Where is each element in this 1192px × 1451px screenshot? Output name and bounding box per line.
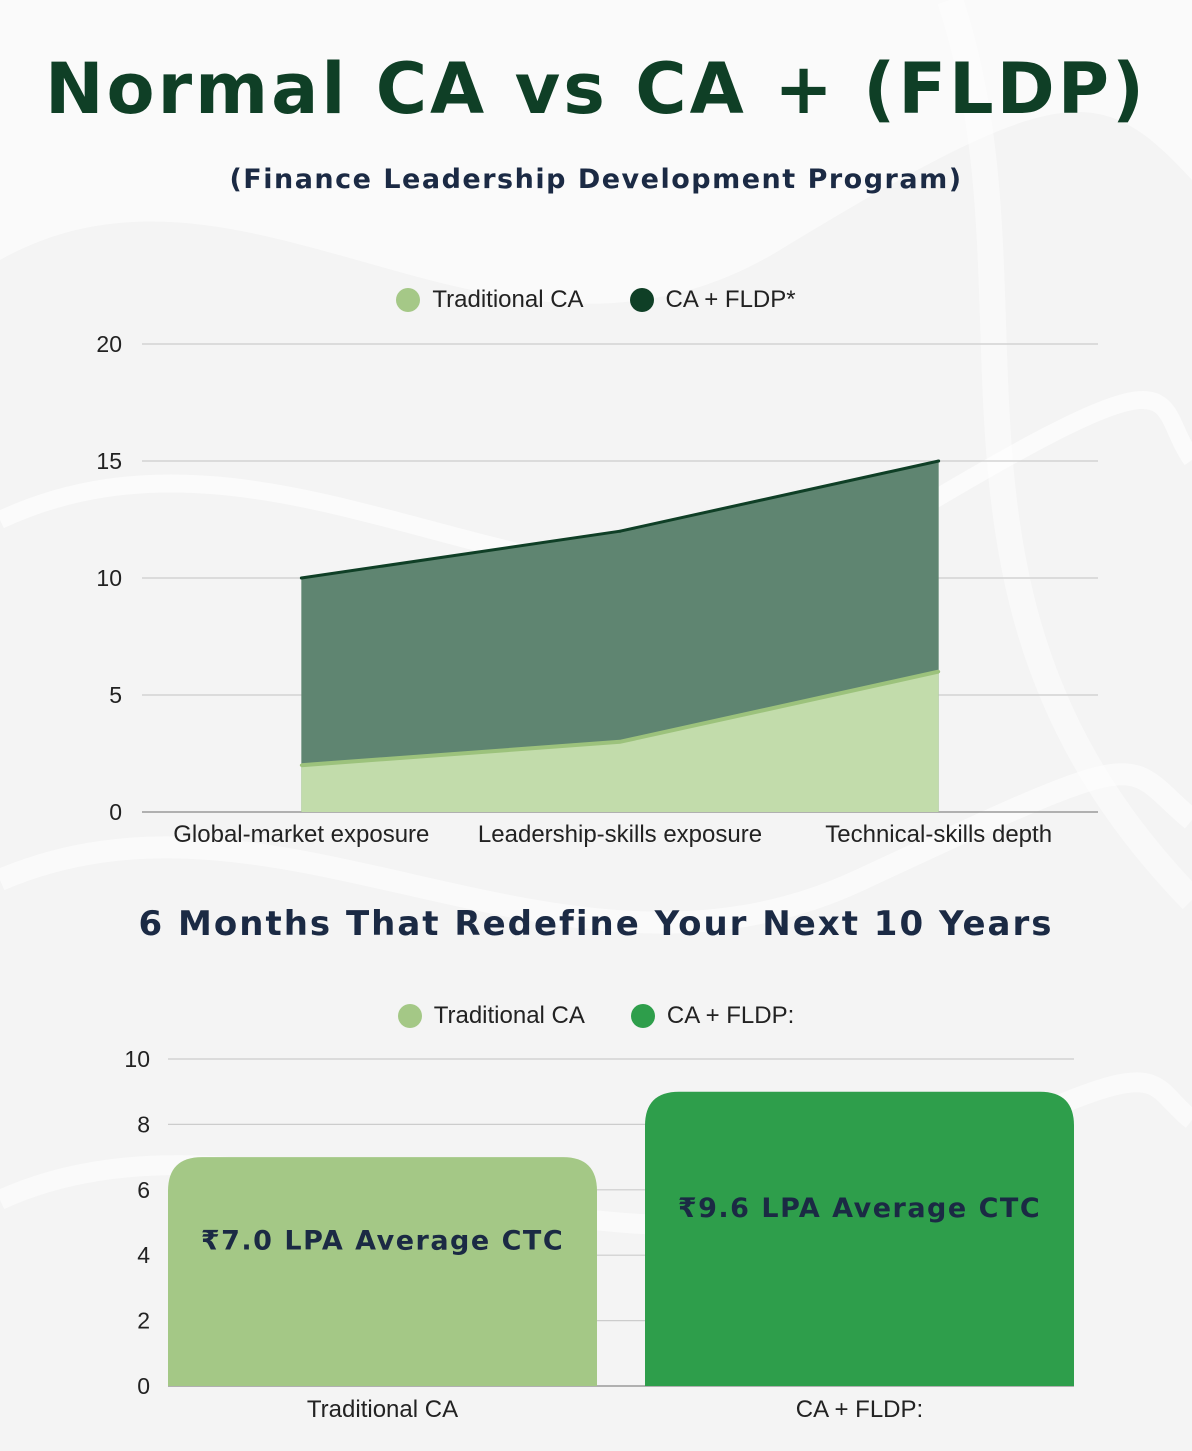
bar-0 xyxy=(168,1157,597,1386)
bar-1 xyxy=(645,1091,1074,1386)
legend-item-fldp-2: CA + FLDP: xyxy=(630,1002,795,1030)
legend-swatch-traditional xyxy=(396,288,421,312)
bar-y-tick-label-8: 8 xyxy=(137,1111,150,1137)
bar-chart-legend: Traditional CA CA + FLDP: xyxy=(0,1002,1192,1030)
area-chart-legend: Traditional CA CA + FLDP* xyxy=(0,286,1192,314)
y-tick-label-0: 0 xyxy=(109,799,122,825)
y-tick-label-20: 20 xyxy=(96,331,122,357)
bar-category-label-1: CA + FLDP: xyxy=(796,1396,923,1423)
legend-item-traditional-2: Traditional CA xyxy=(397,1002,585,1030)
point-traditional-0 xyxy=(299,763,303,767)
bar-data-label-0: ₹7.0 LPA Average CTC xyxy=(201,1226,564,1257)
legend-label-fldp: CA + FLDP* xyxy=(665,286,796,313)
point-traditional-1 xyxy=(618,740,622,744)
bar-y-tick-label-4: 4 xyxy=(137,1242,150,1268)
legend-item-fldp: CA + FLDP* xyxy=(629,286,796,314)
legend-item-traditional: Traditional CA xyxy=(396,286,584,314)
page-subtitle: (Finance Leadership Development Program) xyxy=(229,164,963,195)
bar-y-tick-label-0: 0 xyxy=(137,1373,150,1399)
point-traditional-2 xyxy=(937,670,941,674)
bar-y-tick-label-6: 6 xyxy=(137,1177,150,1203)
bar-category-label-0: Traditional CA xyxy=(307,1396,458,1423)
y-tick-label-15: 15 xyxy=(96,448,122,474)
x-category-label-0: Global-market exposure xyxy=(173,821,429,848)
point-fldp-2 xyxy=(937,459,941,463)
y-tick-label-10: 10 xyxy=(96,565,122,591)
x-category-label-1: Leadership-skills exposure xyxy=(478,821,762,848)
page-title: Normal CA vs CA + (FLDP) xyxy=(44,48,1148,130)
y-tick-label-5: 5 xyxy=(109,682,122,708)
point-fldp-1 xyxy=(618,529,622,533)
legend-label-traditional-2: Traditional CA xyxy=(433,1002,585,1029)
bar-data-label-1: ₹9.6 LPA Average CTC xyxy=(678,1193,1041,1224)
bar-y-tick-label-10: 10 xyxy=(124,1046,150,1072)
legend-swatch-fldp xyxy=(629,288,654,312)
legend-swatch-fldp-2 xyxy=(630,1004,655,1028)
legend-label-traditional: Traditional CA xyxy=(432,286,584,313)
bar-y-tick-label-2: 2 xyxy=(137,1308,150,1334)
section-title: 6 Months That Redefine Your Next 10 Year… xyxy=(138,904,1054,944)
area-chart: 0 5 10 15 20 Global-market exposure Leadership… xyxy=(96,331,1098,848)
x-category-label-2: Technical-skills depth xyxy=(825,821,1052,848)
legend-label-fldp-2: CA + FLDP: xyxy=(666,1002,795,1029)
legend-swatch-traditional-2 xyxy=(397,1004,422,1028)
point-fldp-0 xyxy=(299,576,303,580)
